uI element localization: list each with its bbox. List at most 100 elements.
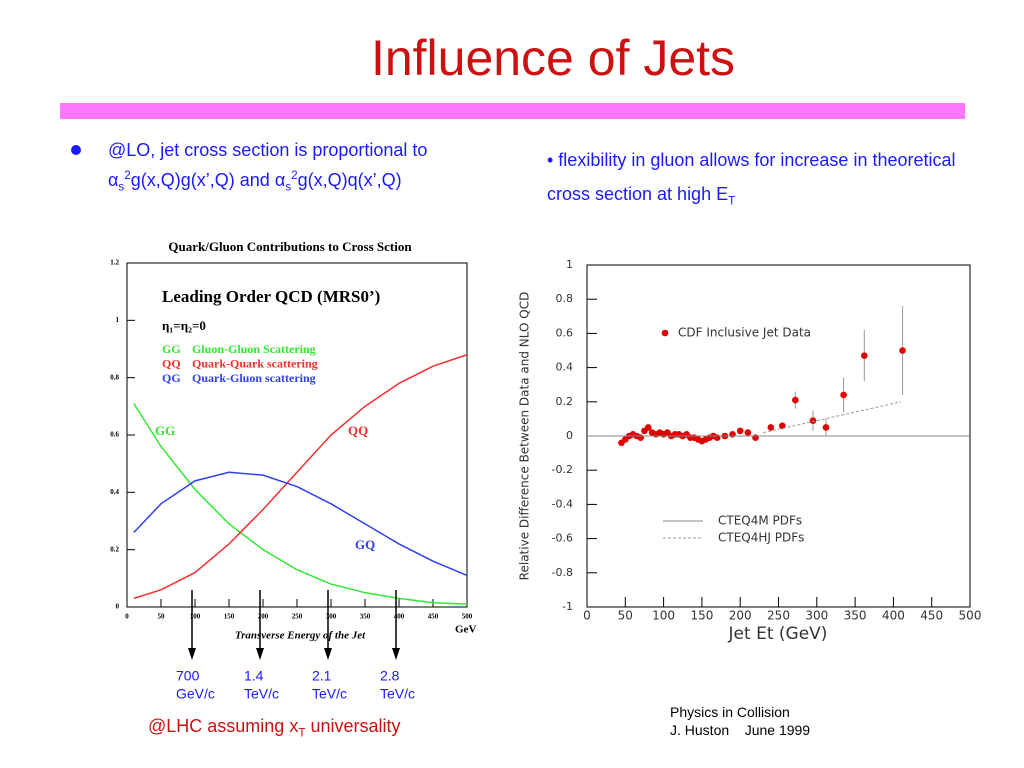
data-point <box>713 434 721 442</box>
chart-title: Quark/Gluon Contributions to Cross Sctio… <box>168 239 412 254</box>
arrow-unit: TeV/c <box>244 686 279 702</box>
y-tick-label: -0.6 <box>552 532 573 545</box>
arrow-head <box>188 648 196 660</box>
reference-line <box>763 401 902 434</box>
data-point <box>899 347 906 354</box>
data-point <box>729 430 736 438</box>
x-tick-label: 100 <box>652 609 675 623</box>
y-tick-label: 0.4 <box>110 488 119 496</box>
text-segment: α <box>274 170 286 190</box>
plot-frame <box>126 262 468 608</box>
annotation: η₁=η₂=0 <box>162 318 206 333</box>
slide-title: Influence of Jets <box>371 30 735 86</box>
x-tick-label: 450 <box>428 613 439 621</box>
legend-code: GG <box>162 342 181 356</box>
text-segment: T <box>298 726 306 740</box>
x-tick-label: 50 <box>618 609 633 623</box>
curve-label: GQ <box>355 537 375 552</box>
y-tick-label: -1 <box>562 600 573 613</box>
text-segment: 2 <box>124 169 131 182</box>
x-tick-label: 350 <box>844 609 867 623</box>
x-tick-label: 250 <box>767 609 790 623</box>
data-point <box>744 429 752 436</box>
text-segment: @LO, jet cross section is proportional t… <box>108 140 428 160</box>
arrow-unit: TeV/c <box>380 686 415 702</box>
y-tick-label: 0 <box>116 603 120 611</box>
x-tick-label: 100 <box>190 613 201 621</box>
y-tick-label: 0 <box>566 429 573 442</box>
y-tick-label: 0.2 <box>556 395 574 408</box>
y-tick-label: -0.4 <box>552 497 573 510</box>
y-tick-label: 1 <box>566 258 573 271</box>
arrow-value: 700 <box>176 668 200 684</box>
legend-label: CDF Inclusive Jet Data <box>678 326 811 340</box>
arrow-unit: TeV/c <box>312 686 347 702</box>
title-bar <box>60 103 965 119</box>
x-tick-label: 500 <box>959 609 982 623</box>
legend-label: CTEQ4M PDFs <box>718 514 802 528</box>
credit-line: J. Huston June 1999 <box>670 722 811 738</box>
y-tick-label: 0.4 <box>556 361 574 374</box>
data-point <box>822 424 830 431</box>
x-tick-label: 300 <box>805 609 828 623</box>
x-axis-label: Transverse Energy of the Jet <box>235 630 366 642</box>
left-bullet: @LO, jet cross section is proportional t… <box>108 137 493 201</box>
text-segment: universality <box>305 716 401 736</box>
x-unit: GeV <box>455 624 476 636</box>
series-line <box>133 403 468 605</box>
x-tick-label: 50 <box>158 613 166 621</box>
x-tick-label: 400 <box>394 613 405 621</box>
legend-swatch <box>661 329 669 337</box>
data-point <box>860 352 868 359</box>
legend-label: Gluon-Gluon Scattering <box>192 342 316 356</box>
text-segment: s <box>285 180 292 194</box>
y-tick-label: 1.2 <box>110 259 119 267</box>
x-tick-label: 150 <box>690 609 713 623</box>
x-tick-label: 350 <box>360 613 371 621</box>
credit: Physics in Collision J. Huston June 1999 <box>670 703 810 739</box>
x-tick-label: 0 <box>125 613 129 621</box>
data-point <box>736 427 744 435</box>
text-segment: α <box>108 170 119 190</box>
legend-label: Quark-Gluon scattering <box>192 371 316 385</box>
curve-label: QQ <box>348 423 368 438</box>
data-point <box>809 417 817 424</box>
x-axis-label: Jet Et (GeV) <box>728 624 828 644</box>
y-tick-label: 1 <box>116 316 120 324</box>
y-tick-label: 0.6 <box>110 431 119 439</box>
y-tick-label: 0.6 <box>556 326 574 339</box>
annotation: Leading Order QCD (MRS0’) <box>162 287 380 306</box>
x-tick-label: 200 <box>258 613 269 621</box>
x-tick-label: 300 <box>326 613 337 621</box>
text-segment: g(x,Q)q(x’,Q) <box>297 170 402 190</box>
data-point <box>779 422 786 430</box>
data-point <box>644 424 652 431</box>
arrow-head <box>324 648 332 660</box>
data-point <box>767 424 775 431</box>
text-segment: T <box>728 194 736 208</box>
arrow-value: 2.1 <box>312 668 332 684</box>
footer: @LHC assuming xT universality <box>148 716 401 740</box>
text-segment: @LHC assuming x <box>148 716 299 736</box>
y-tick-label: -0.8 <box>552 566 573 579</box>
arrow-value: 2.8 <box>380 668 400 684</box>
data-point <box>637 434 644 442</box>
data-point <box>792 396 799 404</box>
data-point <box>840 391 847 399</box>
text-segment: • flexibility in gluon allows for increa… <box>547 150 956 204</box>
curve-label: GG <box>155 423 175 438</box>
arrow-value: 1.4 <box>244 668 264 684</box>
x-tick-label: 500 <box>462 613 473 621</box>
data-point <box>752 434 759 442</box>
x-tick-label: 250 <box>292 613 303 621</box>
y-tick-label: -0.2 <box>552 463 573 476</box>
right-bullet: • flexibility in gluon allows for increa… <box>547 143 967 219</box>
text-segment: g(x,Q)g(x’,Q) and <box>130 170 275 190</box>
legend-code: QG <box>162 371 181 385</box>
x-tick-label: 200 <box>729 609 752 623</box>
text-segment: 2 <box>291 169 298 182</box>
arrow-head <box>256 648 264 660</box>
series-line <box>133 354 468 600</box>
